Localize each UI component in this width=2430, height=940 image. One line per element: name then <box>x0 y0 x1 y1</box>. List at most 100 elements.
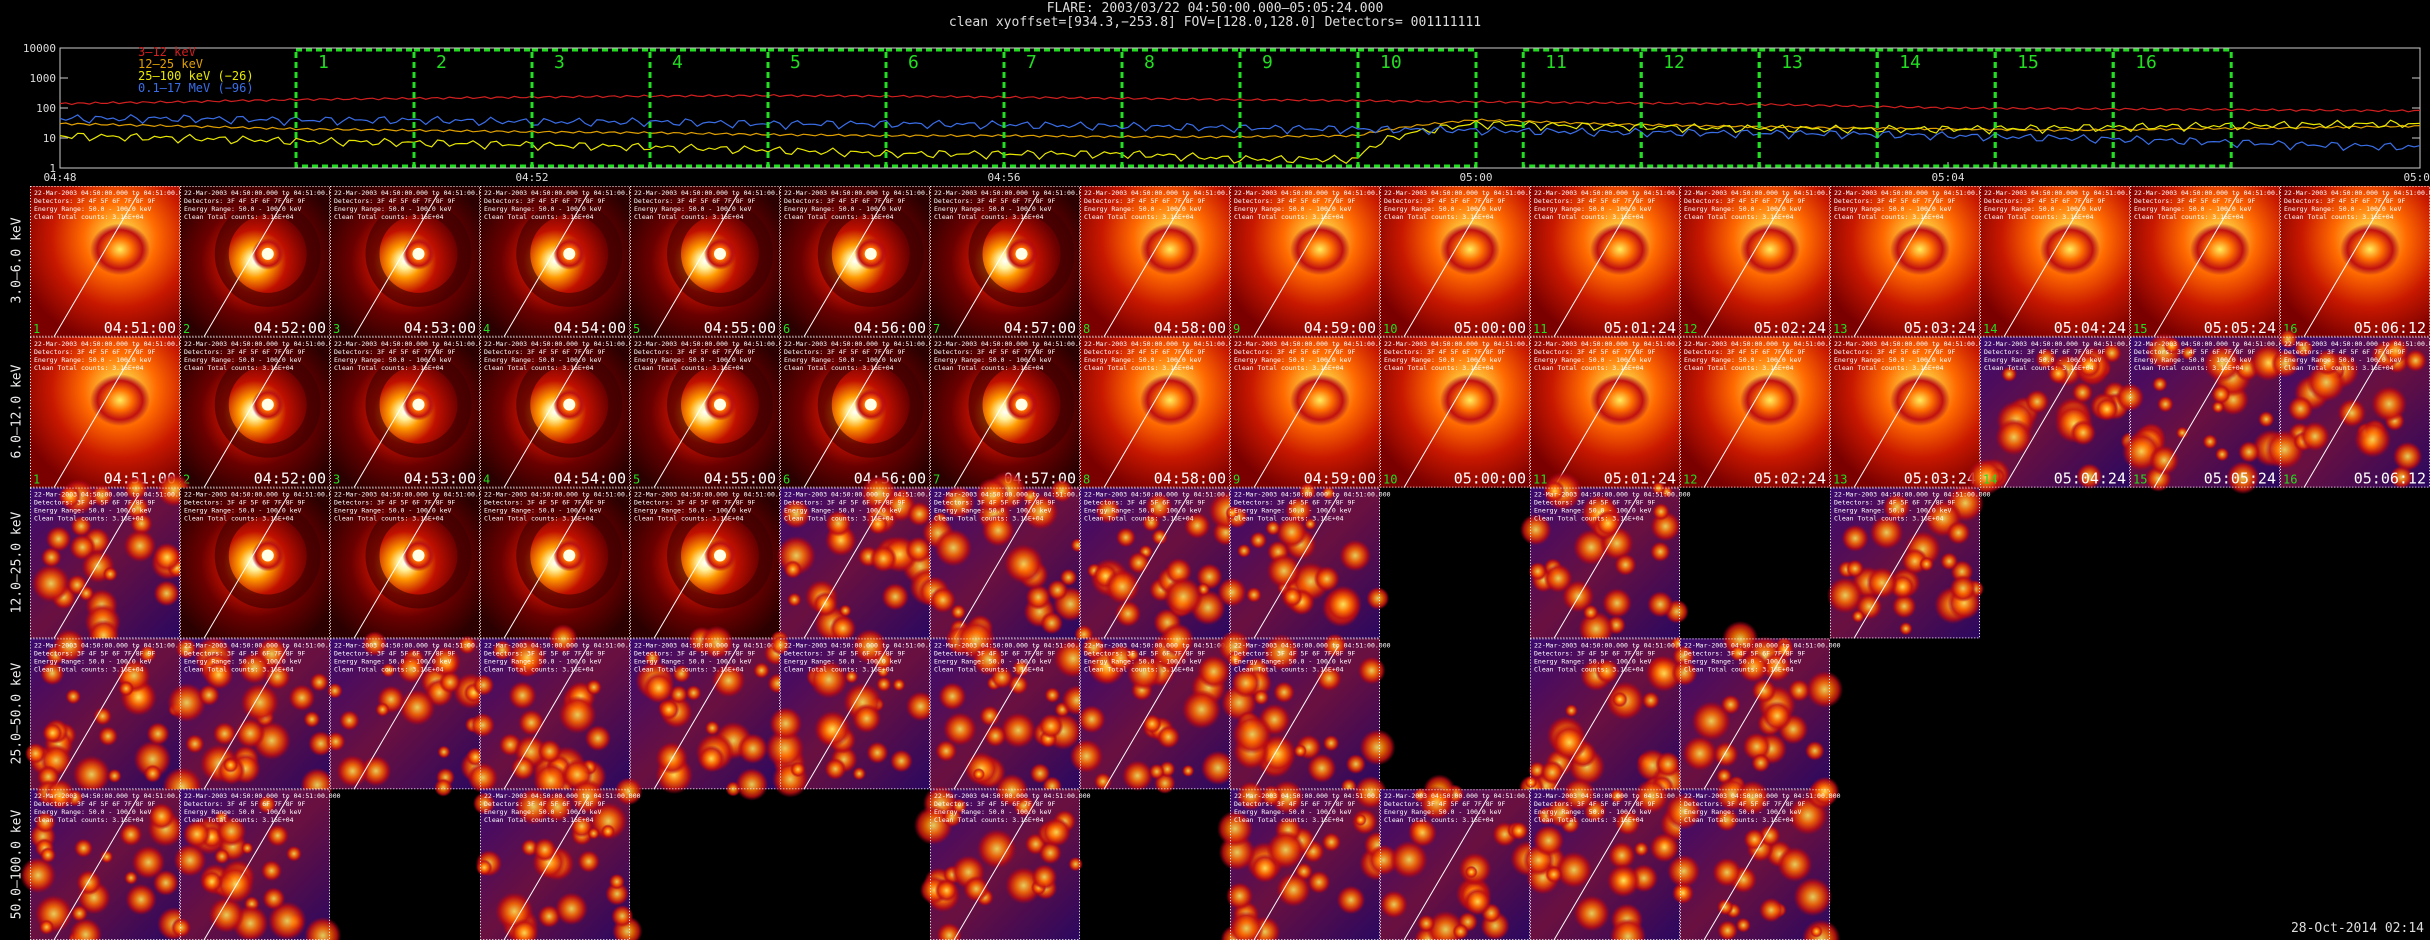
interval-box <box>1639 48 1761 168</box>
tile-header-text: 22-Mar-2003 04:50:00.000 to 04:51:00.000 <box>1684 792 1841 800</box>
tile-header-text: Energy Range: 50.0 - 100.0 keV <box>934 205 1051 213</box>
tile-border <box>1080 638 1230 790</box>
image-tile: 22-Mar-2003 04:50:00.000 to 04:51:00.000… <box>630 487 791 639</box>
noise-blob <box>430 646 462 678</box>
noise-blob <box>1737 651 1769 683</box>
noise-blob <box>267 901 307 940</box>
noise-blob <box>1122 760 1154 792</box>
noise-blob <box>1891 594 1917 619</box>
noise-blob <box>844 669 859 684</box>
source-core <box>261 398 274 411</box>
noise-blob <box>2404 349 2427 372</box>
tile-header-text: Energy Range: 50.0 - 100.0 keV <box>1234 808 1351 816</box>
tile-header-text: 22-Mar-2003 04:50:00.000 to 04:51:00.000 <box>1534 641 1691 649</box>
tile-border <box>1530 789 1680 940</box>
noise-blob <box>611 904 634 928</box>
tile-time: 04:52:00 <box>254 470 326 488</box>
noise-blob <box>1050 479 1074 503</box>
noise-blob <box>1366 586 1390 610</box>
noise-blob <box>1354 813 1367 827</box>
tile-number: 4 <box>483 322 490 336</box>
noise-blob <box>508 681 537 710</box>
tile-header-text: 22-Mar-2003 04:50:00.000 to 04:51:00.000 <box>184 189 341 197</box>
ring <box>516 200 623 307</box>
noise-blob <box>1293 744 1307 758</box>
tile-header-text: Detectors: 3F 4F 5F 6F 7F 8F 9F <box>334 499 455 507</box>
noise-blob <box>829 614 857 642</box>
image-tile: 22-Mar-2003 04:50:00.000 to 04:51:00.000… <box>24 629 191 794</box>
noise-blob <box>1967 458 2004 496</box>
tile-header-text: Energy Range: 50.0 - 100.0 keV <box>2284 356 2401 364</box>
tile-header-text: Clean Total counts: 3.16E+04 <box>1984 213 2094 221</box>
noise-blob <box>1160 622 1195 657</box>
noise-blob <box>1805 740 1825 761</box>
limb-line <box>803 495 889 639</box>
noise-blob <box>935 740 958 762</box>
tile-header-text: 22-Mar-2003 04:50:00.000 to 04:51:00.000 <box>184 641 341 649</box>
source-blob <box>1740 223 1800 276</box>
noise-blob <box>2076 463 2103 490</box>
ring <box>214 200 321 307</box>
tile-header-text: Energy Range: 50.0 - 100.0 keV <box>484 657 601 665</box>
tile-header-text: Energy Range: 50.0 - 100.0 keV <box>34 808 151 816</box>
image-tile: 22-Mar-2003 04:50:00.000 to 04:51:00.000… <box>765 628 941 798</box>
source-blob <box>1290 374 1350 427</box>
series-line-s25_100 <box>59 119 2421 165</box>
interval-box <box>2111 48 2233 168</box>
image-tile: 22-Mar-2003 04:50:00.000 to 04:51:00.000… <box>480 487 641 639</box>
noise-blob <box>737 733 769 764</box>
noise-blob <box>2001 366 2018 382</box>
image-tile: 22-Mar-2003 04:50:00.000 to 04:51:00.000… <box>780 186 941 338</box>
tile-header-text: Energy Range: 50.0 - 100.0 keV <box>934 356 1051 364</box>
tile-header-text: Energy Range: 50.0 - 100.0 keV <box>784 205 901 213</box>
tile-header-text: Clean Total counts: 3.16E+04 <box>784 213 894 221</box>
noise-blob <box>1751 753 1771 773</box>
ring <box>667 200 773 307</box>
noise-blob <box>171 917 192 938</box>
image-tile: 22-Mar-2003 04:50:00.000 to 04:51:00.000… <box>1671 620 1844 793</box>
noise-blob <box>303 710 321 728</box>
source-core <box>261 247 274 260</box>
noise-blob <box>208 897 245 933</box>
noise-blob <box>339 710 360 731</box>
interval-label: 4 <box>672 52 683 73</box>
tile-number: 7 <box>933 322 940 336</box>
noise-blob <box>972 767 986 781</box>
interval-box <box>530 48 652 168</box>
noise-blob <box>2294 338 2314 358</box>
tile-number: 8 <box>1083 473 1090 487</box>
tile-header-text: Energy Range: 50.0 - 100.0 keV <box>1834 507 1951 515</box>
tile-header-text: Energy Range: 50.0 - 100.0 keV <box>184 657 301 665</box>
source-core <box>714 247 726 260</box>
tile-header-text: Detectors: 3F 4F 5F 6F 7F 8F 9F <box>1534 197 1655 205</box>
tile-border <box>30 186 180 337</box>
tile-header-text: Detectors: 3F 4F 5F 6F 7F 8F 9F <box>484 649 605 657</box>
noise-blob <box>198 684 220 706</box>
tile-header-text: 22-Mar-2003 04:50:00.000 to 04:51:00.000 <box>1234 641 1391 649</box>
tile-header-text: Energy Range: 50.0 - 100.0 keV <box>484 205 601 213</box>
image-tile: 22-Mar-2003 04:50:00.000 to 04:51:00.000… <box>30 472 191 652</box>
tile-header-text: Energy Range: 50.0 - 100.0 keV <box>1084 657 1201 665</box>
tile-header-text: Energy Range: 50.0 - 100.0 keV <box>1534 657 1651 665</box>
source-core <box>412 398 425 411</box>
tile-border <box>630 487 780 639</box>
tile-header-text: Detectors: 3F 4F 5F 6F 7F 8F 9F <box>484 348 605 356</box>
image-tile: 22-Mar-2003 04:50:00.000 to 04:51:00.000… <box>162 636 341 807</box>
limb-line <box>1553 193 1639 338</box>
tile-header-text: Detectors: 3F 4F 5F 6F 7F 8F 9F <box>1534 649 1655 657</box>
tile-border <box>1980 186 2130 337</box>
noise-blob <box>2354 420 2392 458</box>
tile-header-text: Energy Range: 50.0 - 100.0 keV <box>934 507 1051 515</box>
tile-header-text: Energy Range: 50.0 - 100.0 keV <box>34 205 151 213</box>
noise-blob <box>1115 527 1136 548</box>
tile-header-text: Energy Range: 50.0 - 100.0 keV <box>1684 205 1801 213</box>
interval-box <box>1238 48 1360 168</box>
tile-header-text: Energy Range: 50.0 - 100.0 keV <box>634 205 751 213</box>
tile-time: 04:59:00 <box>1304 470 1376 488</box>
noise-blob <box>362 631 388 657</box>
tile-header-text: 22-Mar-2003 04:50:00.000 to 04:51:00.000 <box>634 340 791 348</box>
tile-time: 04:52:00 <box>254 319 326 337</box>
tile-header-text: Energy Range: 50.0 - 100.0 keV <box>334 657 451 665</box>
noise-blob <box>1651 481 1666 495</box>
noise-blob <box>976 828 1017 869</box>
